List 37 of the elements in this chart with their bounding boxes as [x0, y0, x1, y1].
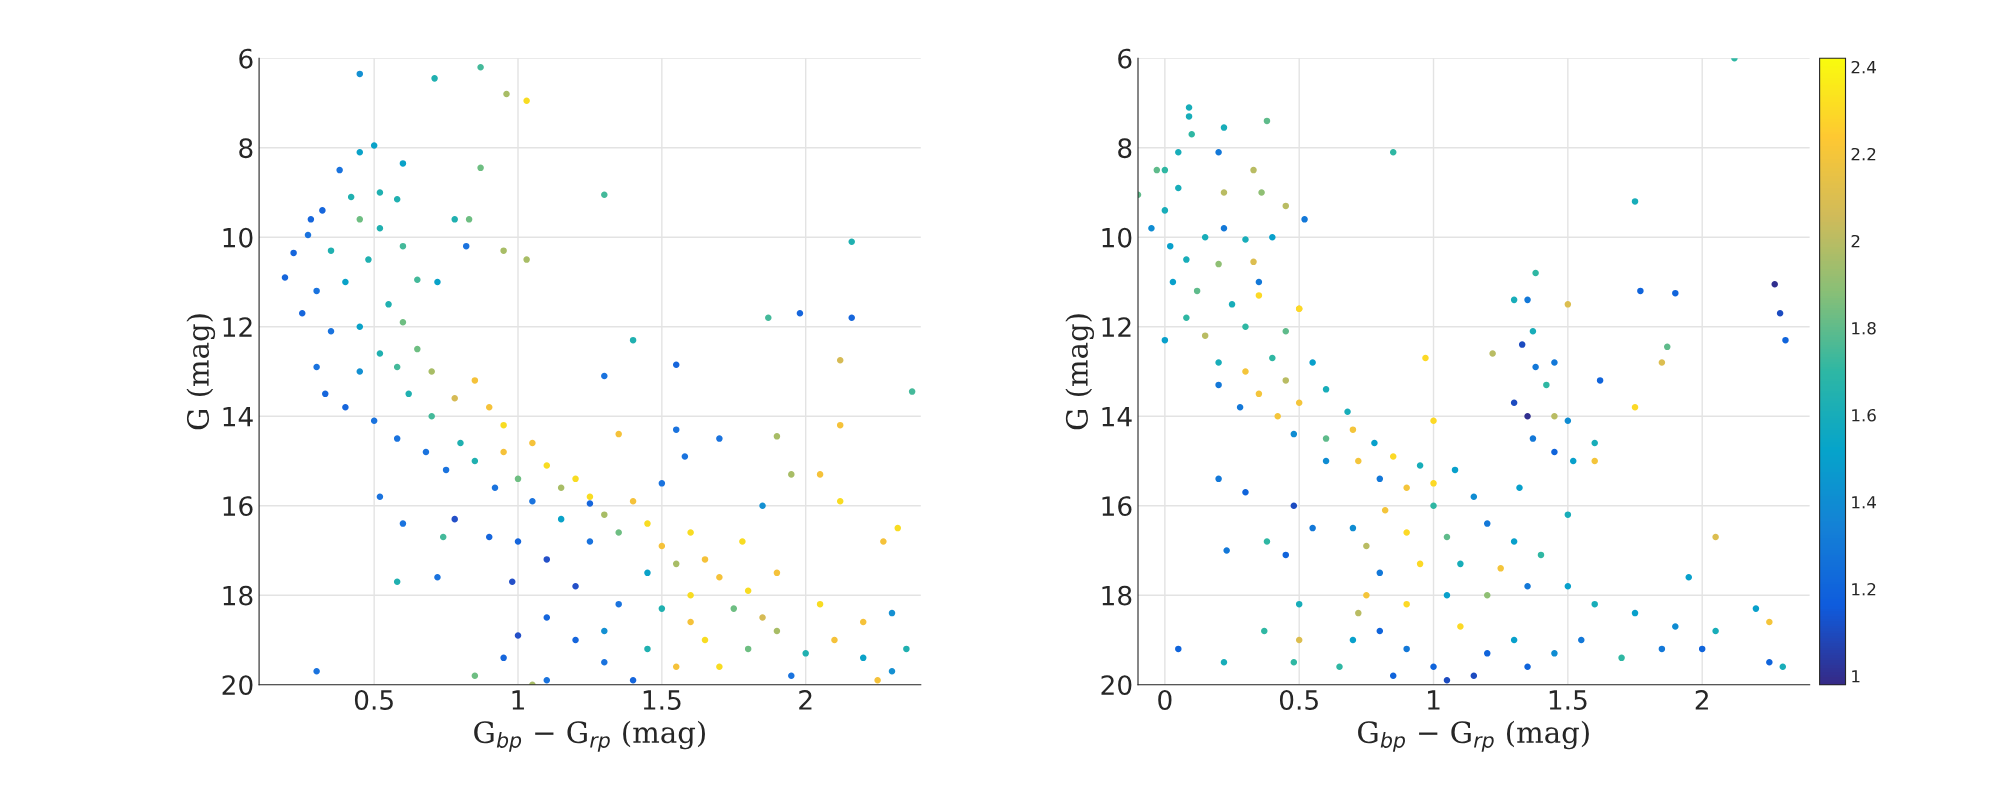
y-tick-label: 20 [1101, 675, 1132, 696]
y-tick-label: 14 [223, 407, 253, 427]
y-tick-label: 8 [1118, 138, 1132, 159]
y-tick-label: 14 [1102, 407, 1132, 427]
y-tick-label: 10 [223, 227, 253, 248]
x-tick-label: 2 [1695, 690, 1708, 710]
color-bar-label: 1 [1852, 670, 1860, 683]
x-tick-label: 1 [1428, 690, 1440, 710]
y-tick-label: 16 [1102, 496, 1132, 517]
y-axis-title: G (mag) [186, 314, 216, 430]
x-axis-title: G$_{bp}$ − G$_{rp}$ (mag) [1358, 720, 1589, 752]
x-axis-title: G$_{bp}$ − G$_{rp}$ (mag) [474, 720, 705, 752]
y-tick-label: 12 [223, 317, 252, 337]
x-tick-label: 1 [512, 690, 524, 710]
color-bar-label: 2.2 [1851, 147, 1876, 161]
color-bar-label: 1.2 [1852, 582, 1876, 596]
x-tick-label: 1.5 [643, 690, 681, 710]
color-bar-label: 1.8 [1852, 321, 1876, 335]
color-bar-label: 2.4 [1851, 60, 1876, 74]
color-bar-label: 1.6 [1852, 408, 1876, 422]
color-bar-label: 1.4 [1852, 496, 1876, 509]
y-tick-label: 10 [1102, 227, 1132, 248]
x-tick-label: 0.5 [354, 690, 393, 710]
y-tick-label: 8 [239, 138, 253, 159]
color-bar-label: 2 [1851, 234, 1860, 248]
y-tick-label: 18 [223, 585, 253, 606]
x-tick-label: 0 [1158, 690, 1172, 710]
y-tick-label: 20 [222, 675, 253, 696]
y-tick-label: 12 [1102, 317, 1131, 337]
x-tick-label: 1.5 [1549, 690, 1587, 710]
y-axis-title: G (mag) [1065, 314, 1095, 430]
x-tick-label: 0.5 [1279, 690, 1318, 710]
y-tick-label: 18 [1102, 585, 1132, 606]
y-tick-label: 16 [223, 496, 253, 517]
y-tick-label: 6 [239, 48, 253, 69]
y-tick-label: 6 [1118, 48, 1132, 69]
x-tick-label: 2 [799, 690, 812, 710]
